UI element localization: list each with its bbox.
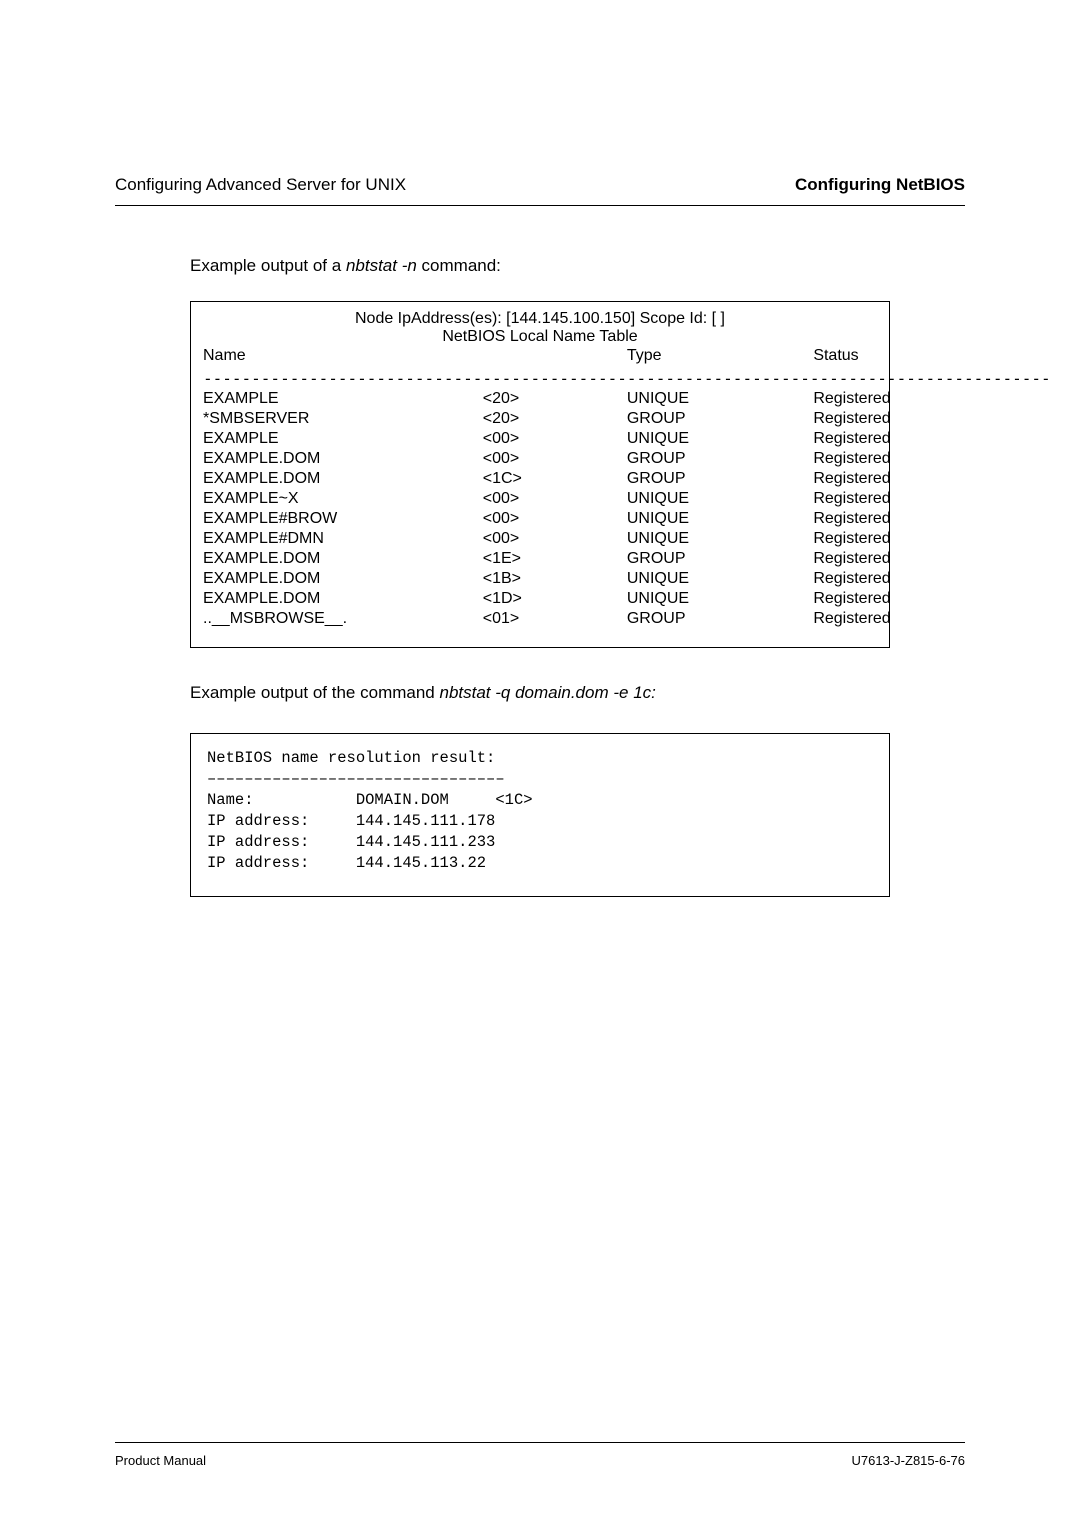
header-rule (115, 205, 965, 206)
cell-suffix: <1C> (483, 469, 627, 489)
intro1-prefix: Example output of a (190, 256, 346, 275)
cell-suffix: <1D> (483, 589, 627, 609)
cell-name: EXAMPLE~X (203, 489, 483, 509)
footer-left: Product Manual (115, 1453, 206, 1468)
code-line4: IP address: 144.145.111.178 (207, 812, 495, 830)
code-line2: –––––––––––––––––––––––––––––––– (207, 770, 505, 788)
cell-name: EXAMPLE.DOM (203, 549, 483, 569)
table-body: EXAMPLE<20>UNIQUERegistered*SMBSERVER<20… (203, 389, 1051, 629)
netbios-name-table: Name Type Status -----------------------… (203, 346, 1051, 629)
cell-suffix: <01> (483, 609, 627, 629)
cell-name: *SMBSERVER (203, 409, 483, 429)
code-line3: Name: DOMAIN.DOM <1C> (207, 791, 533, 809)
code-line6: IP address: 144.145.113.22 (207, 854, 486, 872)
intro1-suffix: command: (417, 256, 501, 275)
cell-name: EXAMPLE#DMN (203, 529, 483, 549)
cell-type: GROUP (627, 449, 813, 469)
col-name-header: Name (203, 346, 483, 368)
cell-type: UNIQUE (627, 429, 813, 449)
nbtstat-table-box: Node IpAddress(es): [144.145.100.150] Sc… (190, 301, 890, 648)
cell-suffix: <00> (483, 429, 627, 449)
cell-status: Registered (813, 569, 1050, 589)
footer-right: U7613-J-Z815-6-76 (852, 1453, 965, 1468)
code-output-box: NetBIOS name resolution result: ––––––––… (190, 733, 890, 897)
table-row: ..__MSBROWSE__.<01>GROUPRegistered (203, 609, 1051, 629)
cell-suffix: <00> (483, 529, 627, 549)
table-row: EXAMPLE#DMN<00>UNIQUERegistered (203, 529, 1051, 549)
cell-name: EXAMPLE (203, 389, 483, 409)
intro2-command: nbtstat -q domain.dom -e 1c: (439, 683, 655, 702)
table-row: EXAMPLE<20>UNIQUERegistered (203, 389, 1051, 409)
cell-type: GROUP (627, 409, 813, 429)
intro1-command: nbtstat -n (346, 256, 417, 275)
col-type-header: Type (627, 346, 813, 368)
cell-name: EXAMPLE (203, 429, 483, 449)
cell-type: GROUP (627, 609, 813, 629)
table-row: EXAMPLE.DOM<1E>GROUPRegistered (203, 549, 1051, 569)
cell-name: ..__MSBROWSE__. (203, 609, 483, 629)
cell-type: GROUP (627, 469, 813, 489)
cell-type: UNIQUE (627, 389, 813, 409)
col-suffix-header (483, 346, 627, 368)
table-row: EXAMPLE~X<00>UNIQUERegistered (203, 489, 1051, 509)
footer-row: Product Manual U7613-J-Z815-6-76 (115, 1453, 965, 1468)
cell-type: GROUP (627, 549, 813, 569)
cell-suffix: <1E> (483, 549, 627, 569)
table-row: EXAMPLE#BROW<00>UNIQUERegistered (203, 509, 1051, 529)
cell-name: EXAMPLE.DOM (203, 589, 483, 609)
cell-status: Registered (813, 449, 1050, 469)
cell-type: UNIQUE (627, 589, 813, 609)
header-left: Configuring Advanced Server for UNIX (115, 175, 406, 195)
table-row: *SMBSERVER<20>GROUPRegistered (203, 409, 1051, 429)
header-right: Configuring NetBIOS (795, 175, 965, 195)
dash-row: ----------------------------------------… (203, 368, 1051, 389)
cell-status: Registered (813, 409, 1050, 429)
intro-text-1: Example output of a nbtstat -n command: (190, 256, 965, 276)
cell-suffix: <20> (483, 409, 627, 429)
cell-suffix: <00> (483, 509, 627, 529)
code-line5: IP address: 144.145.111.233 (207, 833, 495, 851)
cell-type: UNIQUE (627, 569, 813, 589)
cell-type: UNIQUE (627, 529, 813, 549)
table-row: EXAMPLE<00>UNIQUERegistered (203, 429, 1051, 449)
cell-status: Registered (813, 489, 1050, 509)
cell-status: Registered (813, 609, 1050, 629)
cell-name: EXAMPLE.DOM (203, 449, 483, 469)
cell-type: UNIQUE (627, 509, 813, 529)
cell-status: Registered (813, 389, 1050, 409)
cell-suffix: <20> (483, 389, 627, 409)
cell-status: Registered (813, 549, 1050, 569)
cell-name: EXAMPLE.DOM (203, 569, 483, 589)
dash-line: ----------------------------------------… (203, 368, 1051, 389)
cell-name: EXAMPLE.DOM (203, 469, 483, 489)
cell-suffix: <00> (483, 449, 627, 469)
table-row: EXAMPLE.DOM<00>GROUPRegistered (203, 449, 1051, 469)
cell-type: UNIQUE (627, 489, 813, 509)
intro-text-2: Example output of the command nbtstat -q… (190, 683, 965, 703)
table-header-row: Name Type Status (203, 346, 1051, 368)
cell-suffix: <1B> (483, 569, 627, 589)
table-title-line2: NetBIOS Local Name Table (203, 328, 877, 346)
cell-status: Registered (813, 529, 1050, 549)
cell-name: EXAMPLE#BROW (203, 509, 483, 529)
table-title-line1: Node IpAddress(es): [144.145.100.150] Sc… (203, 310, 877, 328)
page-header: Configuring Advanced Server for UNIX Con… (115, 175, 965, 195)
code-line1: NetBIOS name resolution result: (207, 749, 495, 767)
cell-status: Registered (813, 509, 1050, 529)
cell-suffix: <00> (483, 489, 627, 509)
cell-status: Registered (813, 429, 1050, 449)
cell-status: Registered (813, 469, 1050, 489)
col-status-header: Status (813, 346, 1050, 368)
page-footer: Product Manual U7613-J-Z815-6-76 (115, 1442, 965, 1468)
intro2-prefix: Example output of the command (190, 683, 439, 702)
table-row: EXAMPLE.DOM<1B>UNIQUERegistered (203, 569, 1051, 589)
footer-rule (115, 1442, 965, 1443)
cell-status: Registered (813, 589, 1050, 609)
table-row: EXAMPLE.DOM<1D>UNIQUERegistered (203, 589, 1051, 609)
table-row: EXAMPLE.DOM<1C>GROUPRegistered (203, 469, 1051, 489)
